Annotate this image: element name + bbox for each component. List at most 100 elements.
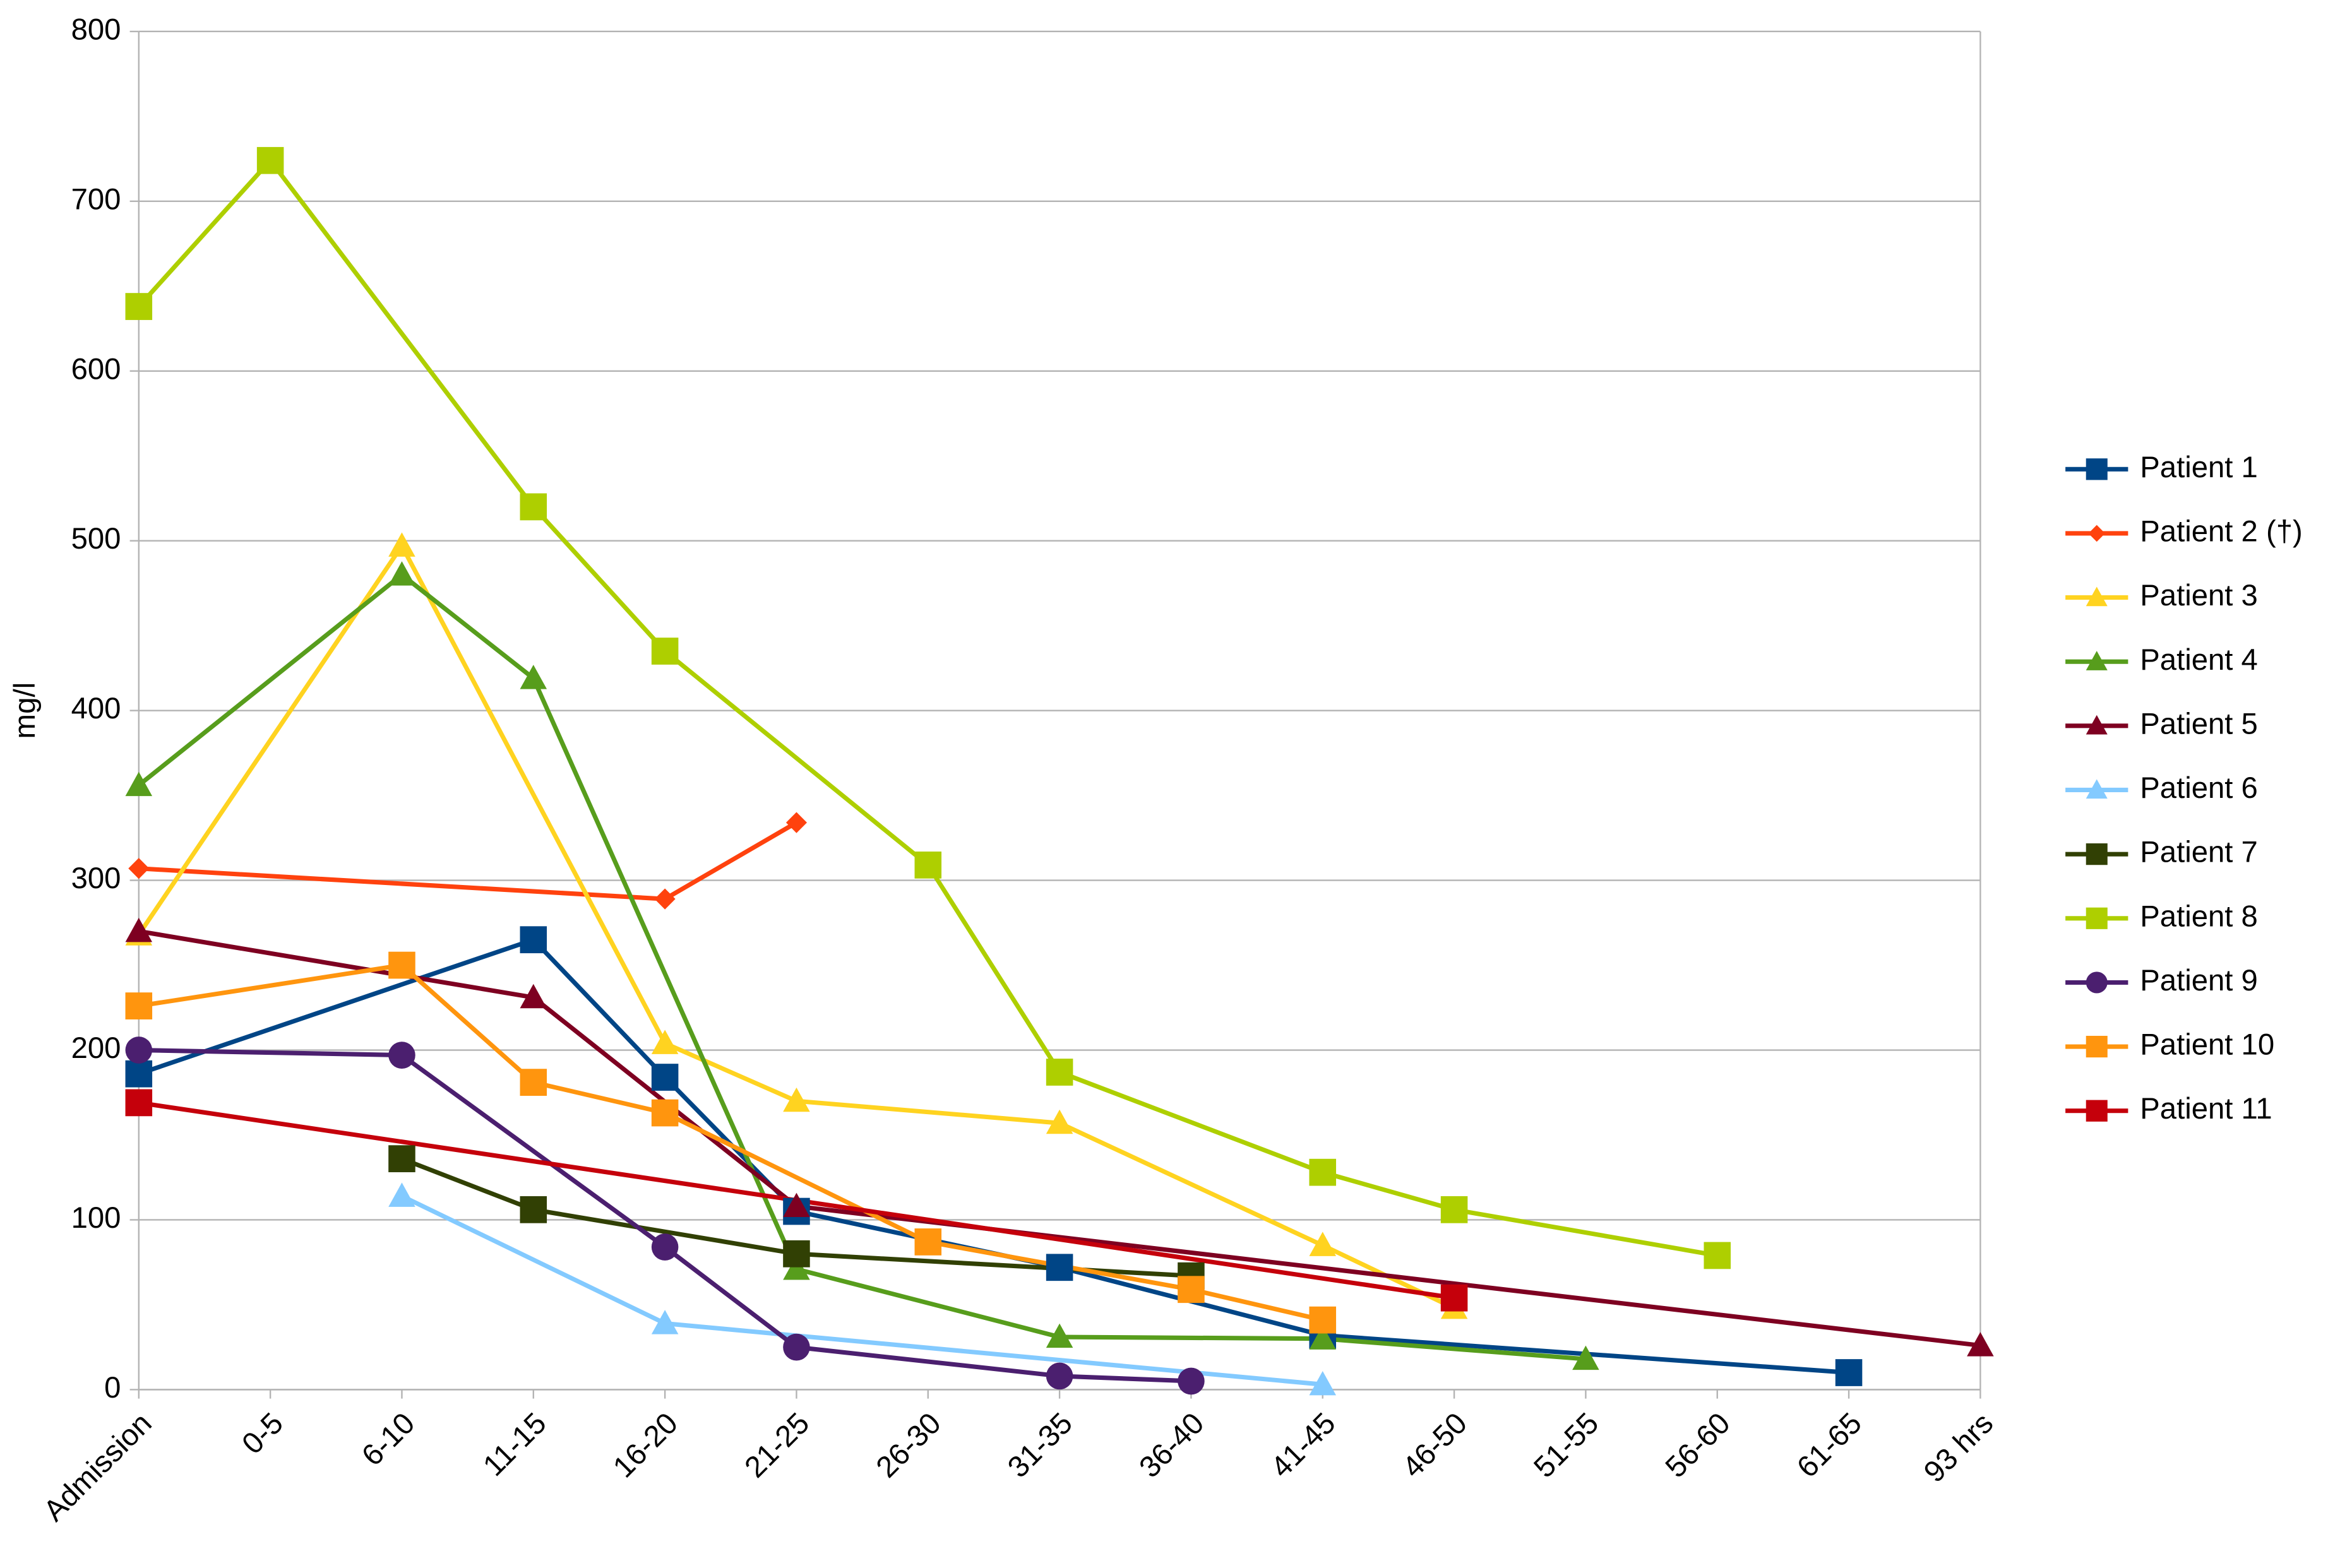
marker bbox=[1309, 1370, 1337, 1396]
marker bbox=[1046, 1362, 1073, 1390]
series-line bbox=[926, 864, 1062, 1074]
marker bbox=[1046, 1254, 1073, 1281]
marker bbox=[388, 1145, 415, 1173]
x-tick-label: 6-10 bbox=[355, 1406, 421, 1473]
series-line bbox=[664, 1321, 1323, 1387]
x-tick-label: 21-25 bbox=[738, 1406, 816, 1484]
marker bbox=[1309, 1158, 1337, 1186]
y-tick-label: 700 bbox=[71, 182, 121, 216]
marker bbox=[2086, 1035, 2108, 1058]
marker bbox=[388, 951, 415, 979]
marker bbox=[1178, 1276, 1205, 1304]
series-line bbox=[137, 573, 403, 787]
x-tick-label: 46-50 bbox=[1396, 1406, 1474, 1484]
series-line bbox=[664, 821, 798, 901]
x-tick-label: 56-60 bbox=[1659, 1406, 1737, 1484]
series-line bbox=[400, 1053, 667, 1249]
marker bbox=[2086, 651, 2108, 670]
marker bbox=[2086, 971, 2108, 994]
series-line bbox=[401, 1156, 535, 1212]
series-line bbox=[137, 158, 272, 308]
marker bbox=[783, 1333, 810, 1361]
marker bbox=[1309, 1306, 1337, 1334]
marker bbox=[1704, 1242, 1731, 1269]
marker bbox=[520, 493, 547, 521]
x-tick-label: Admission bbox=[37, 1406, 158, 1528]
y-tick-label: 600 bbox=[71, 352, 121, 386]
marker bbox=[125, 1089, 153, 1117]
y-tick-label: 400 bbox=[71, 692, 121, 725]
series-line bbox=[532, 938, 667, 1079]
legend-label: Patient 5 bbox=[2140, 707, 2258, 740]
legend-label: Patient 1 bbox=[2140, 451, 2258, 484]
marker bbox=[651, 1233, 679, 1261]
marker bbox=[388, 1182, 415, 1207]
marker bbox=[651, 1099, 679, 1127]
marker bbox=[651, 638, 679, 665]
marker bbox=[1440, 1284, 1468, 1312]
marker bbox=[785, 812, 807, 833]
marker bbox=[125, 1036, 153, 1064]
y-axis-label: mg/l bbox=[8, 682, 42, 739]
marker bbox=[128, 858, 150, 879]
x-tick-label: 26-30 bbox=[870, 1406, 948, 1484]
series-line bbox=[138, 963, 403, 1009]
series-line bbox=[663, 1245, 798, 1350]
legend-label: Patient 9 bbox=[2140, 964, 2258, 997]
marker bbox=[2086, 458, 2108, 480]
series-line bbox=[400, 1194, 666, 1326]
marker bbox=[914, 852, 942, 879]
x-tick-label: 61-65 bbox=[1791, 1406, 1868, 1484]
marker bbox=[1046, 1059, 1073, 1086]
legend-label: Patient 7 bbox=[2140, 836, 2258, 869]
series-line bbox=[138, 866, 666, 901]
marker bbox=[1178, 1367, 1205, 1395]
marker bbox=[2086, 715, 2108, 735]
marker bbox=[2086, 1100, 2108, 1122]
series-line bbox=[796, 1267, 1060, 1339]
marker bbox=[388, 1042, 415, 1069]
x-tick-label: 0-5 bbox=[236, 1406, 290, 1461]
marker bbox=[654, 888, 676, 910]
marker bbox=[651, 1064, 679, 1091]
y-tick-label: 800 bbox=[71, 13, 121, 46]
series-line bbox=[1322, 1336, 1586, 1362]
series-line bbox=[1060, 1334, 1323, 1341]
series-line bbox=[532, 1080, 666, 1115]
y-tick-label: 500 bbox=[71, 522, 121, 555]
legend-label: Patient 4 bbox=[2140, 643, 2258, 677]
x-tick-label: 36-40 bbox=[1133, 1406, 1210, 1484]
legend-label: Patient 10 bbox=[2140, 1028, 2274, 1062]
marker bbox=[125, 1060, 153, 1088]
series-line bbox=[400, 545, 667, 1045]
marker bbox=[125, 293, 153, 320]
marker bbox=[2086, 907, 2108, 929]
marker bbox=[520, 1069, 547, 1096]
marker bbox=[783, 1256, 810, 1280]
marker bbox=[1309, 1325, 1337, 1350]
marker bbox=[125, 771, 153, 797]
marker bbox=[125, 992, 153, 1019]
marker bbox=[2086, 779, 2108, 799]
legend-label: Patient 3 bbox=[2140, 579, 2258, 612]
marker bbox=[2088, 525, 2105, 542]
marker bbox=[520, 926, 547, 954]
marker bbox=[1835, 1359, 1863, 1386]
series-line bbox=[1058, 1120, 1324, 1248]
series-line bbox=[664, 1041, 797, 1103]
legend-label: Patient 2 (†) bbox=[2140, 514, 2302, 548]
x-tick-label: 11-15 bbox=[477, 1406, 552, 1483]
series-line bbox=[664, 1110, 929, 1244]
y-tick-label: 100 bbox=[71, 1201, 121, 1235]
marker bbox=[1309, 1232, 1337, 1256]
x-tick-label: 41-45 bbox=[1265, 1406, 1342, 1484]
legend-label: Patient 8 bbox=[2140, 900, 2258, 933]
marker bbox=[651, 1310, 679, 1334]
series-line bbox=[796, 1251, 1191, 1278]
marker bbox=[388, 561, 415, 586]
series-line bbox=[1322, 1170, 1455, 1212]
series-line bbox=[138, 1047, 402, 1058]
marker bbox=[388, 532, 415, 557]
marker bbox=[1967, 1332, 1994, 1357]
marker bbox=[783, 1192, 810, 1218]
